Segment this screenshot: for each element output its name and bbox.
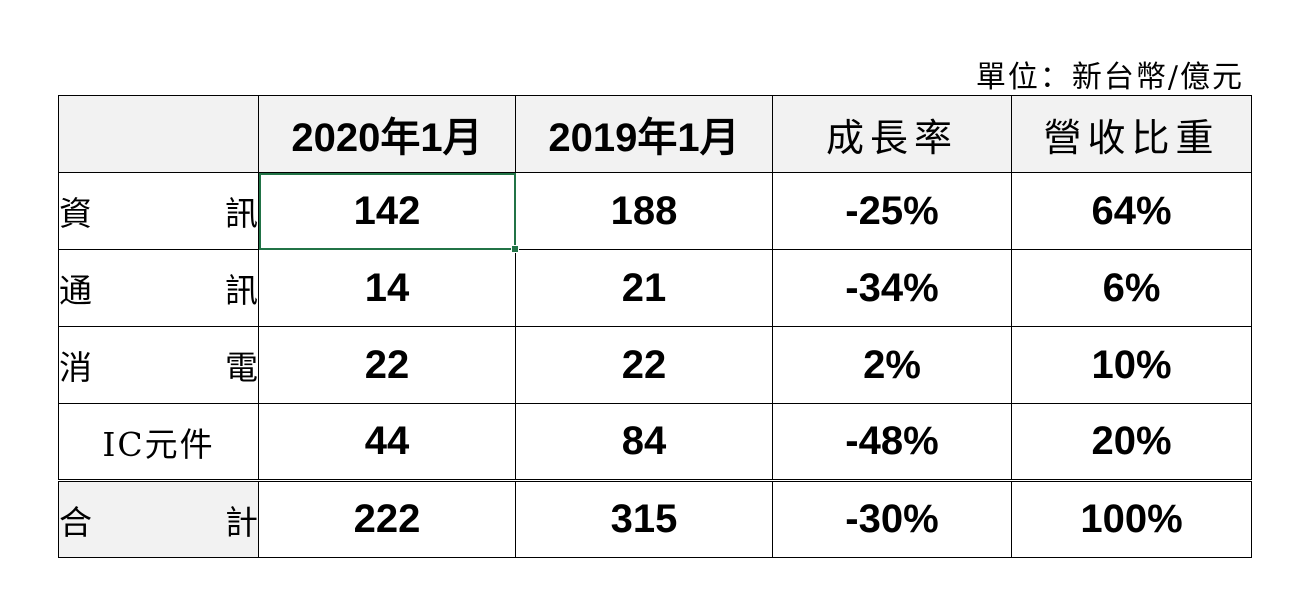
cell-2019[interactable]: 84 bbox=[515, 403, 773, 481]
row-label-cell[interactable]: IC元件 bbox=[58, 403, 259, 481]
unit-note: 單位：新台幣/億元 bbox=[975, 60, 1244, 95]
header-corner-cell[interactable] bbox=[58, 95, 259, 173]
total-growth[interactable]: -30% bbox=[772, 479, 1012, 558]
cell-share[interactable]: 10% bbox=[1011, 326, 1252, 404]
total-2020[interactable]: 222 bbox=[258, 479, 516, 558]
cell-growth[interactable]: -34% bbox=[772, 249, 1012, 327]
revenue-table: 2020年1月 2019年1月 成長率 營收比重 資 訊 142 188 -25… bbox=[58, 95, 1252, 558]
table-row: 消 電 22 22 2% 10% bbox=[58, 326, 1252, 404]
cell-share[interactable]: 64% bbox=[1011, 172, 1252, 250]
table-row: 資 訊 142 188 -25% 64% bbox=[58, 172, 1252, 254]
cell-2020[interactable]: 14 bbox=[258, 249, 516, 327]
row-label-right: 電 bbox=[225, 348, 258, 387]
cell-growth[interactable]: 2% bbox=[772, 326, 1012, 404]
cell-2019[interactable]: 21 bbox=[515, 249, 773, 327]
table-row: IC元件 44 84 -48% 20% bbox=[58, 403, 1252, 481]
cell-2019[interactable]: 188 bbox=[515, 172, 773, 250]
row-label-left: 資 bbox=[59, 194, 92, 233]
header-row: 2020年1月 2019年1月 成長率 營收比重 bbox=[58, 95, 1252, 173]
header-growth-rate[interactable]: 成長率 bbox=[772, 95, 1012, 173]
header-2019-jan[interactable]: 2019年1月 bbox=[515, 95, 773, 173]
row-label-cell[interactable]: 資 訊 bbox=[58, 172, 259, 250]
cell-2019[interactable]: 22 bbox=[515, 326, 773, 404]
row-label-left: 消 bbox=[59, 348, 92, 387]
total-label-right: 計 bbox=[225, 502, 258, 542]
total-row: 合 計 222 315 -30% 100% bbox=[58, 479, 1252, 558]
row-label: IC元件 bbox=[102, 424, 215, 464]
cell-2020[interactable]: 22 bbox=[258, 326, 516, 404]
row-label-cell[interactable]: 通 訊 bbox=[58, 249, 259, 327]
row-label-cell[interactable]: 消 電 bbox=[58, 326, 259, 404]
cell-growth[interactable]: -48% bbox=[772, 403, 1012, 481]
row-label-right: 訊 bbox=[225, 271, 258, 310]
cell-2020[interactable]: 44 bbox=[258, 403, 516, 481]
total-label-cell[interactable]: 合 計 bbox=[58, 479, 259, 558]
total-share[interactable]: 100% bbox=[1011, 479, 1252, 558]
cell-growth[interactable]: -25% bbox=[772, 172, 1012, 250]
table-row: 通 訊 14 21 -34% 6% bbox=[58, 249, 1252, 327]
cell-share[interactable]: 6% bbox=[1011, 249, 1252, 327]
header-2020-jan[interactable]: 2020年1月 bbox=[258, 95, 516, 173]
total-label-left: 合 bbox=[59, 502, 92, 542]
cell-2020-selected[interactable]: 142 bbox=[258, 172, 520, 254]
row-label-right: 訊 bbox=[225, 194, 258, 233]
total-2019[interactable]: 315 bbox=[515, 479, 773, 558]
header-revenue-share[interactable]: 營收比重 bbox=[1011, 95, 1252, 173]
row-label-left: 通 bbox=[59, 271, 92, 310]
cell-share[interactable]: 20% bbox=[1011, 403, 1252, 481]
